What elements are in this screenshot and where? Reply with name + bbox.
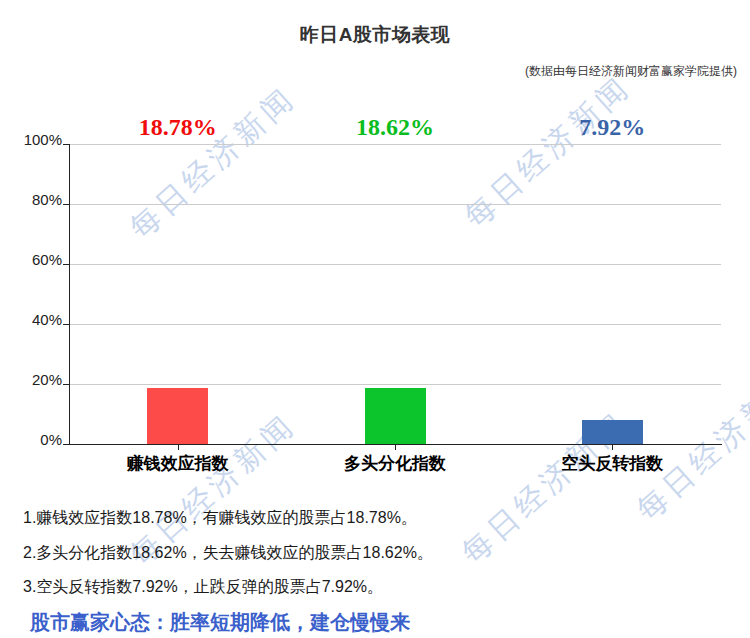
x-category-label: 多头分化指数 [344, 452, 446, 475]
y-tick-label: 80% [0, 192, 62, 208]
x-tick [178, 445, 179, 450]
y-tick-label: 100% [0, 132, 62, 148]
note-line-1: 1.赚钱效应指数18.78%，有赚钱效应的股票占18.78%。 [23, 508, 417, 529]
bar-value-label: 18.78% [139, 114, 217, 141]
x-category-label: 赚钱效应指数 [127, 452, 229, 475]
bar-value-label: 18.62% [356, 114, 434, 141]
gridline [69, 264, 721, 265]
gridline [69, 384, 721, 385]
x-tick [612, 445, 613, 450]
note-line-2: 2.多头分化指数18.62%，失去赚钱效应的股票占18.62%。 [23, 543, 433, 564]
bar-value-label: 7.92% [579, 114, 645, 141]
y-tick-label: 20% [0, 372, 62, 388]
x-category-label: 空头反转指数 [561, 452, 663, 475]
bar-3 [582, 420, 643, 444]
note-line-3: 3.空头反转指数7.92%，止跌反弹的股票占7.92%。 [23, 577, 383, 598]
data-source-note: (数据由每日经济新闻财富赢家学院提供) [525, 63, 737, 80]
gridline [69, 324, 721, 325]
footer-advice: 股市赢家心态：胜率短期降低，建仓慢慢来 [30, 609, 410, 636]
y-tick-label: 0% [0, 432, 62, 448]
y-tick-label: 40% [0, 312, 62, 328]
x-tick [395, 445, 396, 450]
gridline [69, 204, 721, 205]
gridline [69, 144, 721, 145]
chart-title: 昨日A股市场表现 [0, 22, 750, 48]
bar-2 [365, 388, 426, 444]
y-tick-label: 60% [0, 252, 62, 268]
y-axis-line [69, 144, 70, 445]
bar-1 [147, 388, 208, 444]
plot-area [69, 144, 721, 444]
